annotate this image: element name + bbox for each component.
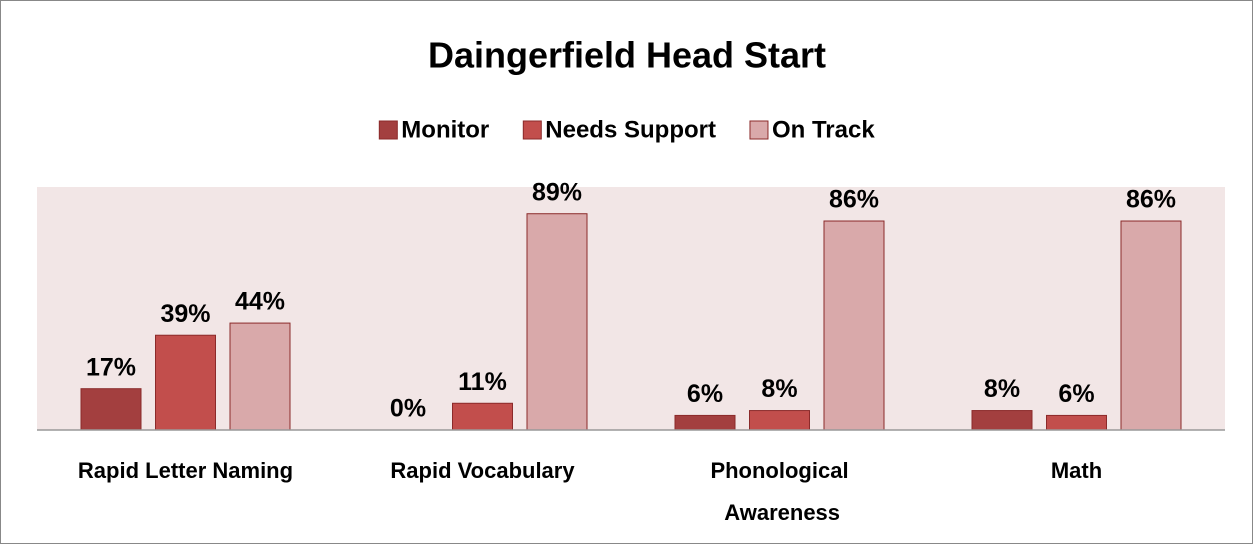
data-label: 8% xyxy=(984,375,1020,403)
legend-swatch xyxy=(749,120,769,140)
bar xyxy=(229,322,291,431)
bar xyxy=(80,388,142,431)
legend-label: On Track xyxy=(772,116,875,143)
x-tick-label: Phonological Awareness xyxy=(710,458,848,525)
bar xyxy=(823,220,885,431)
bar xyxy=(155,334,216,431)
x-tick-label: Math xyxy=(1051,458,1102,483)
bar xyxy=(674,414,736,431)
chart-title: Daingerfield Head Start xyxy=(428,35,826,76)
bar xyxy=(452,402,513,431)
data-label: 6% xyxy=(687,380,723,408)
x-tick-label: Rapid Vocabulary xyxy=(390,458,575,483)
data-label: 89% xyxy=(532,178,582,206)
data-label: 0% xyxy=(390,395,426,423)
data-label: 11% xyxy=(458,368,507,396)
legend-label: Needs Support xyxy=(545,116,716,143)
data-label: 86% xyxy=(829,186,879,214)
data-label: 39% xyxy=(160,300,210,328)
data-label: 17% xyxy=(86,353,136,381)
bar xyxy=(971,410,1033,431)
data-label: 86% xyxy=(1126,186,1176,214)
bar xyxy=(1046,414,1107,431)
x-tick-label: Rapid Letter Naming xyxy=(78,458,293,483)
data-label: 44% xyxy=(235,288,285,316)
data-label: 6% xyxy=(1058,380,1094,408)
legend-swatch xyxy=(522,120,542,140)
bar xyxy=(526,213,588,431)
data-label: 8% xyxy=(761,375,797,403)
bar xyxy=(1120,220,1182,431)
bar xyxy=(749,410,810,431)
legend-swatch xyxy=(378,120,398,140)
legend-label: Monitor xyxy=(401,116,489,143)
